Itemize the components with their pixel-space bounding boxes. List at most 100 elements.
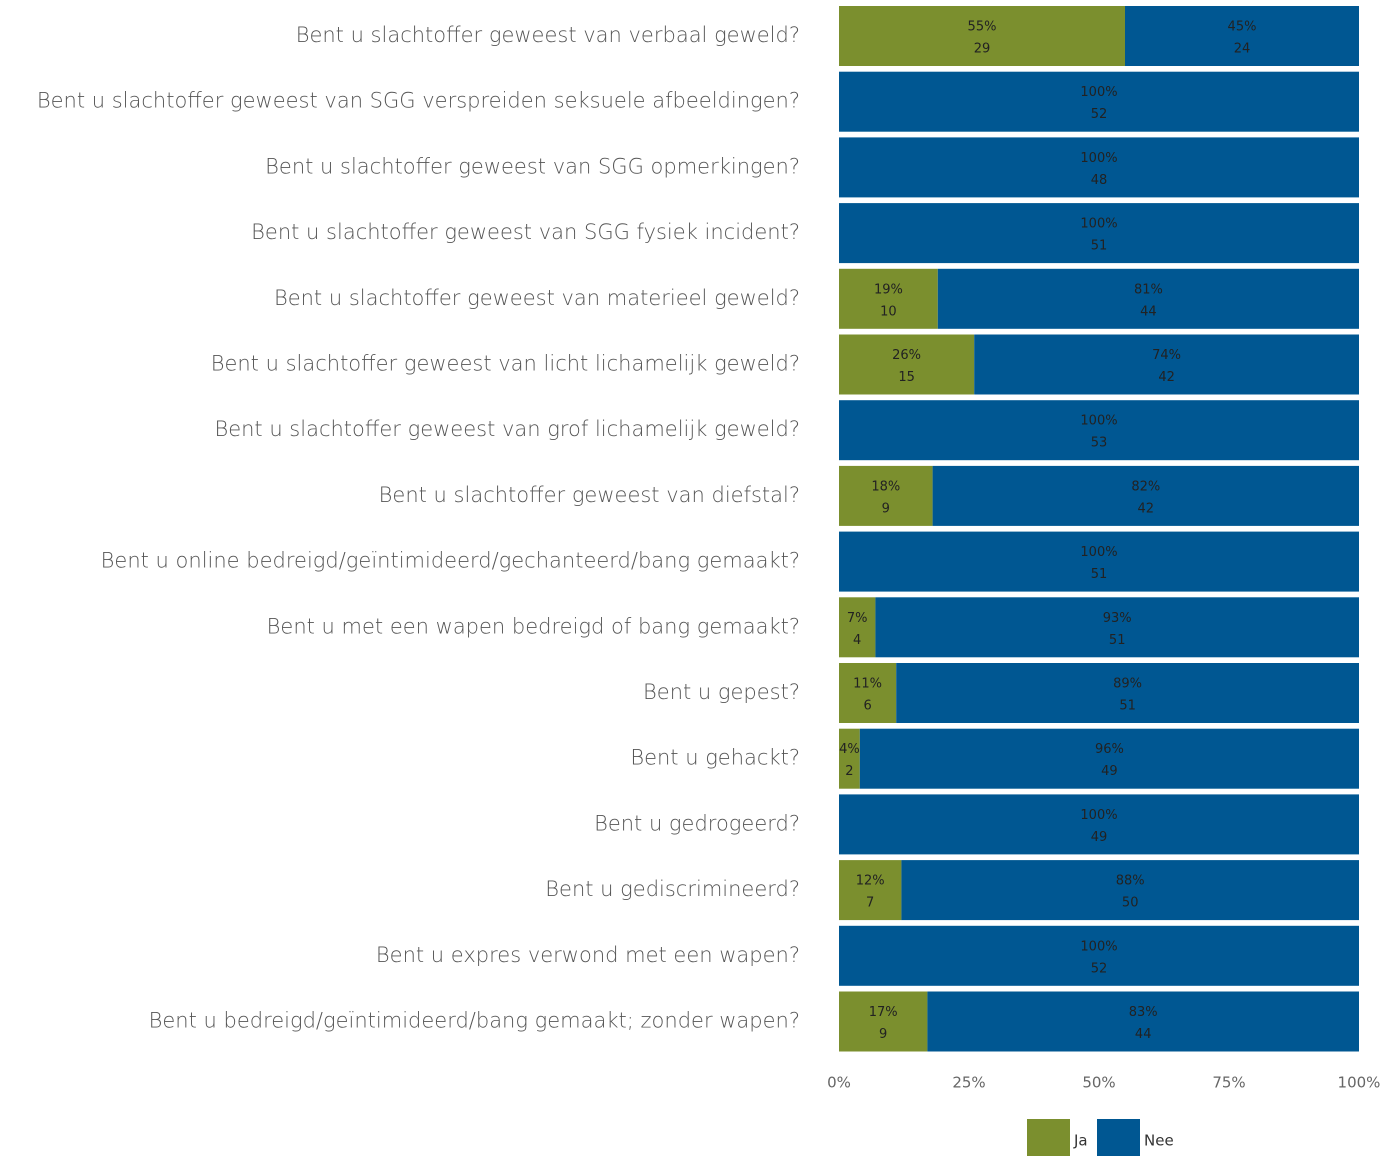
legend-swatch-ja <box>1027 1119 1070 1156</box>
bar-segment-nee <box>839 203 1359 264</box>
value-percent-label: 81% <box>1134 282 1163 297</box>
bar-segment-ja <box>839 597 876 658</box>
category-label: Bent u bedreigd/geïntimideerd/bang gemaa… <box>149 1009 800 1033</box>
category-label: Bent u slachtoffer geweest van diefstal? <box>379 483 800 507</box>
category-label: Bent u slachtoffer geweest van SGG opmer… <box>265 154 800 178</box>
value-count-label: 7 <box>866 896 874 911</box>
bar-segment-nee <box>875 597 1359 658</box>
x-tick-label: 0% <box>827 1074 851 1092</box>
category-label: Bent u slachtoffer geweest van verbaal g… <box>296 23 800 47</box>
value-count-label: 53 <box>1091 436 1108 451</box>
value-count-label: 4 <box>853 633 861 648</box>
category-label: Bent u slachtoffer geweest van grof lich… <box>214 417 800 441</box>
bar-segment-nee <box>839 794 1359 855</box>
value-count-label: 44 <box>1135 1027 1152 1042</box>
x-tick-label: 75% <box>1212 1074 1245 1092</box>
legend-label-nee: Nee <box>1144 1132 1174 1150</box>
value-count-label: 51 <box>1119 699 1136 714</box>
bar-segment-nee <box>859 728 1359 789</box>
value-percent-label: 100% <box>1080 85 1117 100</box>
category-label: Bent u gediscrimineerd? <box>545 877 800 901</box>
value-count-label: 9 <box>882 501 890 516</box>
x-tick-label: 25% <box>952 1074 985 1092</box>
bar-segment-nee <box>839 137 1359 198</box>
bar-segment-nee <box>839 71 1359 132</box>
value-count-label: 49 <box>1091 830 1108 845</box>
x-axis: 0% 25% 50% 75% 100% <box>827 1074 1380 1092</box>
bar-segment-ja <box>839 268 938 329</box>
bar-segment-ja <box>839 6 1125 66</box>
bar-segment-nee <box>974 334 1359 395</box>
value-count-label: 42 <box>1138 501 1155 516</box>
value-count-label: 51 <box>1109 633 1126 648</box>
bar-segment-ja <box>839 465 933 526</box>
value-percent-label: 4% <box>839 742 860 757</box>
value-percent-label: 12% <box>856 874 885 889</box>
x-tick-label: 50% <box>1082 1074 1115 1092</box>
value-percent-label: 100% <box>1080 545 1117 560</box>
value-count-label: 52 <box>1091 961 1108 976</box>
value-percent-label: 100% <box>1080 808 1117 823</box>
bar-segment-nee <box>839 925 1359 986</box>
bar-segment-ja <box>839 334 975 395</box>
value-count-label: 6 <box>863 699 871 714</box>
legend: Ja Nee <box>1027 1119 1174 1156</box>
bar-segment-ja <box>839 728 860 789</box>
category-label: Bent u gehackt? <box>630 746 800 770</box>
value-percent-label: 74% <box>1152 348 1181 363</box>
bar-segment-nee <box>937 268 1359 329</box>
value-percent-label: 17% <box>869 1005 898 1020</box>
value-percent-label: 45% <box>1228 20 1257 35</box>
legend-swatch-nee <box>1097 1119 1140 1156</box>
value-percent-label: 19% <box>874 282 903 297</box>
category-label: Bent u gepest? <box>643 680 800 704</box>
bar-segment-nee <box>927 991 1359 1052</box>
value-count-label: 48 <box>1091 173 1108 188</box>
value-percent-label: 100% <box>1080 414 1117 429</box>
value-percent-label: 96% <box>1095 742 1124 757</box>
bar-segment-nee <box>1125 6 1359 66</box>
category-label: Bent u online bedreigd/geïntimideerd/gec… <box>101 549 800 573</box>
value-percent-label: 89% <box>1113 677 1142 692</box>
x-tick-label: 100% <box>1338 1074 1381 1092</box>
value-percent-label: 100% <box>1080 939 1117 954</box>
value-count-label: 42 <box>1158 370 1175 385</box>
value-count-label: 2 <box>845 764 853 779</box>
category-label: Bent u slachtoffer geweest van SGG fysie… <box>251 220 800 244</box>
value-count-label: 49 <box>1101 764 1118 779</box>
bar-segment-ja <box>839 860 902 921</box>
bar-segment-nee <box>901 860 1359 921</box>
value-count-label: 50 <box>1122 896 1139 911</box>
legend-label-ja: Ja <box>1073 1132 1088 1150</box>
value-percent-label: 82% <box>1131 479 1160 494</box>
value-percent-label: 55% <box>968 20 997 35</box>
value-count-label: 24 <box>1234 42 1251 57</box>
value-labels: 55%2945%24100%52100%48100%5119%1081%4426… <box>839 20 1256 1043</box>
value-percent-label: 18% <box>871 479 900 494</box>
category-label: Bent u gedrogeerd? <box>594 811 800 835</box>
value-percent-label: 11% <box>853 677 882 692</box>
value-count-label: 44 <box>1140 304 1157 319</box>
value-percent-label: 100% <box>1080 217 1117 232</box>
value-percent-label: 88% <box>1116 874 1145 889</box>
value-count-label: 29 <box>974 42 991 57</box>
value-percent-label: 26% <box>892 348 921 363</box>
category-label: Bent u slachtoffer geweest van SGG versp… <box>37 89 800 113</box>
bar-segment-nee <box>839 531 1359 592</box>
value-count-label: 52 <box>1091 107 1108 122</box>
bar-segment-nee <box>896 663 1359 723</box>
bars-layer <box>839 6 1359 1052</box>
value-count-label: 10 <box>880 304 897 319</box>
value-count-label: 51 <box>1091 239 1108 254</box>
value-count-label: 9 <box>879 1027 887 1042</box>
category-label: Bent u met een wapen bedreigd of bang ge… <box>267 614 800 638</box>
bar-segment-nee <box>839 400 1359 461</box>
category-labels: Bent u slachtoffer geweest van verbaal g… <box>37 23 800 1033</box>
value-percent-label: 83% <box>1129 1005 1158 1020</box>
value-count-label: 15 <box>898 370 915 385</box>
value-percent-label: 7% <box>847 611 868 626</box>
value-percent-label: 93% <box>1103 611 1132 626</box>
value-percent-label: 100% <box>1080 151 1117 166</box>
category-label: Bent u slachtoffer geweest van licht lic… <box>211 352 800 376</box>
